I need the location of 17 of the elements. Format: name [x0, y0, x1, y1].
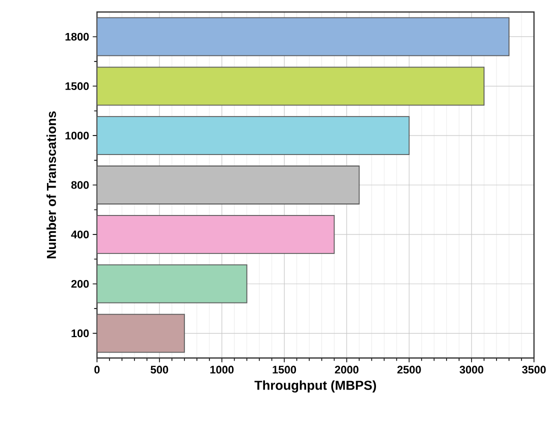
y-tick-label: 400: [71, 230, 89, 238]
y-tick-label: 200: [71, 280, 89, 288]
y-axis-title: Number of Transcations: [46, 111, 56, 258]
y-tick-label: 1800: [66, 32, 89, 41]
x-tick-label: 2000: [334, 366, 358, 374]
x-tick-label: 1500: [272, 366, 296, 374]
y-tick-label: 1000: [66, 132, 89, 140]
x-tick-label: 3500: [522, 366, 546, 374]
y-tick-label: 100: [72, 329, 89, 338]
y-tick-label: 1500: [66, 82, 89, 90]
x-tick-label: 3000: [460, 366, 484, 374]
x-tick-label: 500: [150, 366, 168, 374]
x-axis-title: Throughput (MBPS): [254, 380, 376, 393]
y-tick-label: 800: [71, 181, 89, 189]
x-tick-label: 1000: [210, 366, 234, 374]
x-tick-label: 2500: [397, 366, 421, 374]
x-tick-label: 0: [94, 366, 100, 374]
